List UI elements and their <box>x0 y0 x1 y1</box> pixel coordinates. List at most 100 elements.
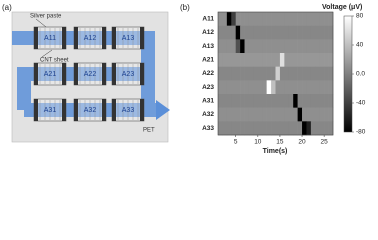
heatmap-cell <box>231 66 236 81</box>
heatmap-cell <box>222 53 228 67</box>
y-tick-label: A13 <box>202 43 214 50</box>
heatmap-cell <box>218 80 223 95</box>
device-label: A22 <box>84 71 97 78</box>
heatmap-cell <box>226 39 232 54</box>
device-label: A11 <box>44 35 56 42</box>
heatmap-cell <box>275 121 281 136</box>
annotation: PET <box>143 128 155 134</box>
heatmap-cell <box>310 39 316 54</box>
electrode <box>102 27 106 49</box>
heatmap-cell <box>271 121 276 136</box>
heatmap-cell <box>244 53 250 67</box>
heatmap-cell <box>231 80 236 95</box>
heatmap-cell <box>302 121 307 136</box>
x-axis-label: Time(s) <box>263 148 288 155</box>
heatmap-cell <box>257 25 263 40</box>
electrode <box>62 63 66 85</box>
heatmap-cell <box>319 53 325 67</box>
heatmap-cell <box>302 94 307 108</box>
heatmap-cell <box>275 12 281 26</box>
panel-label: (b) <box>180 3 190 12</box>
heatmap-cell <box>328 66 334 81</box>
heatmap-cell <box>306 121 312 136</box>
heatmap-cell <box>222 25 228 40</box>
heatmap-cell <box>293 53 298 67</box>
heatmap-cell <box>284 12 290 26</box>
heatmap-cell <box>302 66 307 81</box>
heatmap-cell <box>306 25 312 40</box>
panel-label: (a) <box>2 3 12 12</box>
heatmap-cell <box>231 25 236 40</box>
device-label: A23 <box>122 71 135 78</box>
x-tick-label: 5 <box>234 139 238 146</box>
y-tick-label: A33 <box>202 125 214 132</box>
electrode <box>140 27 144 49</box>
heatmap-cell <box>288 66 294 81</box>
heatmap-cell <box>257 107 263 122</box>
colorbar-title: Voltage (μV) <box>322 4 362 11</box>
device-label: A13 <box>122 35 135 42</box>
heatmap-cell <box>235 39 241 54</box>
device-grid: A11 A12 A13 A21 A22 A23 A31 A32 A33 <box>33 26 145 122</box>
heatmap-cell <box>315 39 321 54</box>
heatmap-cell <box>293 121 298 136</box>
heatmap-cell <box>297 53 303 67</box>
heatmap-cell <box>328 12 334 26</box>
heatmap-cell <box>253 39 259 54</box>
electrode <box>140 63 144 85</box>
heatmap-cell <box>293 94 298 108</box>
heatmap-cell <box>266 25 272 40</box>
heatmap-cell <box>244 94 250 108</box>
heatmap-cell <box>324 25 329 40</box>
heatmap-cell <box>310 94 316 108</box>
heatmap-cell <box>266 12 272 26</box>
heatmap-cell <box>288 39 294 54</box>
heatmap-cell <box>310 121 316 136</box>
heatmap-cell <box>306 107 312 122</box>
x-tick-label: 15 <box>276 139 284 146</box>
heatmap-cell <box>275 39 281 54</box>
heatmap-cell <box>297 39 303 54</box>
heatmap-cell <box>297 12 303 26</box>
heatmap-cell <box>231 107 236 122</box>
heatmap-cell <box>248 121 254 136</box>
heatmap-cell <box>244 66 250 81</box>
heatmap-cell <box>271 12 276 26</box>
heatmap-cell <box>240 107 245 122</box>
heatmap-cell <box>271 80 276 95</box>
heatmap-cell <box>324 121 329 136</box>
heatmap-cell <box>253 25 259 40</box>
heatmap-cell <box>315 66 321 81</box>
heatmap-cell <box>306 66 312 81</box>
annotation: Silver paste <box>30 14 62 20</box>
heatmap-cell <box>319 25 325 40</box>
heatmap-cell <box>284 94 290 108</box>
heatmap-cell <box>275 107 281 122</box>
heatmap-cell <box>240 25 245 40</box>
heatmap-cell <box>266 53 272 67</box>
heatmap-cell <box>222 121 228 136</box>
heatmap-cell <box>302 39 307 54</box>
heatmap-cell <box>328 53 334 67</box>
electrode <box>102 63 106 85</box>
heatmap-cell <box>226 107 232 122</box>
y-tick-label: A11 <box>202 16 214 23</box>
heatmap-cell <box>253 53 259 67</box>
electrode <box>140 99 144 121</box>
heatmap-cell <box>266 107 272 122</box>
heatmap-cell <box>222 12 228 26</box>
heatmap-cell <box>315 53 321 67</box>
snake-path <box>12 31 158 117</box>
heatmap-cell <box>248 39 254 54</box>
heatmap-cell <box>297 66 303 81</box>
heatmap-cell <box>293 80 298 95</box>
heatmap-cell <box>279 121 285 136</box>
heatmap-cell <box>248 80 254 95</box>
heatmap-cell <box>288 53 294 67</box>
heatmap-cell <box>235 53 241 67</box>
heatmap-cell <box>257 66 263 81</box>
heatmap-cell <box>235 25 241 40</box>
heatmap-cell <box>315 94 321 108</box>
heatmap-cell <box>302 53 307 67</box>
heatmap-cell <box>218 25 223 40</box>
